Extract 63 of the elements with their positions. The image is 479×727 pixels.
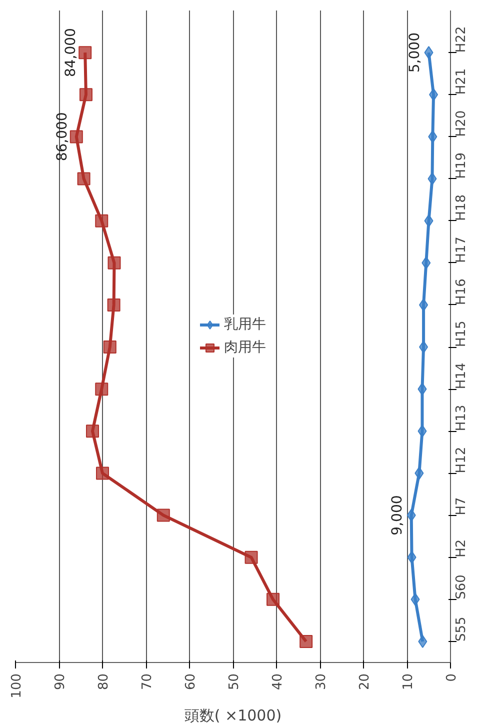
y-tick-label: H19 [454, 152, 469, 179]
point [422, 256, 431, 270]
annotation: 9,000 [389, 495, 406, 536]
annotation: 5,000 [406, 32, 423, 73]
y-tick-label: H16 [454, 278, 469, 305]
annotation: 84,000 [63, 28, 80, 78]
x-tick-label: 60 [184, 673, 198, 690]
x-axis-title: 頭数( ×1000) [184, 706, 282, 724]
point [70, 130, 83, 144]
y-tick-label: H7 [454, 497, 469, 516]
point [414, 466, 424, 480]
point [108, 256, 121, 270]
point [107, 298, 120, 312]
point [86, 424, 99, 438]
point [419, 298, 428, 312]
point [418, 382, 427, 396]
point [95, 214, 108, 228]
point [428, 130, 438, 144]
point [79, 88, 92, 102]
point [244, 550, 258, 564]
point [424, 214, 434, 228]
x-tick-label: 70 [140, 673, 155, 690]
x-tick-label: 100 [10, 673, 24, 698]
y-tick-label: H12 [454, 446, 469, 474]
point [406, 508, 416, 522]
y-tick-label: H14 [454, 362, 469, 390]
x-tick-label: 20 [358, 673, 372, 690]
point [407, 550, 416, 564]
point [419, 340, 428, 354]
point [266, 592, 280, 606]
legend-label: 肉用牛 [224, 338, 266, 356]
legend-label: 乳用牛 [224, 316, 266, 334]
x-tick-label: 30 [314, 673, 329, 690]
point [300, 634, 313, 648]
point [428, 172, 437, 186]
annotation: 86,000 [54, 112, 70, 162]
point [418, 634, 428, 648]
point [424, 46, 434, 60]
point [156, 508, 170, 522]
y-tick-label: H20 [454, 110, 469, 137]
y-tick-label: S60 [454, 574, 469, 600]
y-tick-label: H18 [454, 194, 469, 221]
y-tick-label: S55 [454, 616, 469, 642]
x-tick-label: 90 [53, 673, 68, 690]
point [103, 340, 116, 354]
point [78, 46, 92, 60]
point [96, 466, 109, 480]
point [77, 172, 90, 186]
y-tick-label: H22 [454, 26, 469, 53]
point [410, 592, 420, 606]
point [95, 382, 108, 396]
y-tick-label: H2 [454, 539, 469, 558]
point [418, 424, 427, 438]
x-tick-label: 0 [444, 673, 460, 682]
y-tick-label: H15 [454, 320, 469, 348]
x-tick-label: 50 [227, 673, 242, 690]
y-tick-label: H21 [454, 68, 469, 95]
x-tick-label: 40 [270, 673, 286, 690]
y-tick-label: H17 [454, 236, 469, 263]
x-tick-label: 80 [96, 673, 112, 690]
y-tick-label: H13 [454, 404, 469, 432]
x-tick-label: 10 [401, 673, 416, 690]
point [429, 88, 438, 102]
